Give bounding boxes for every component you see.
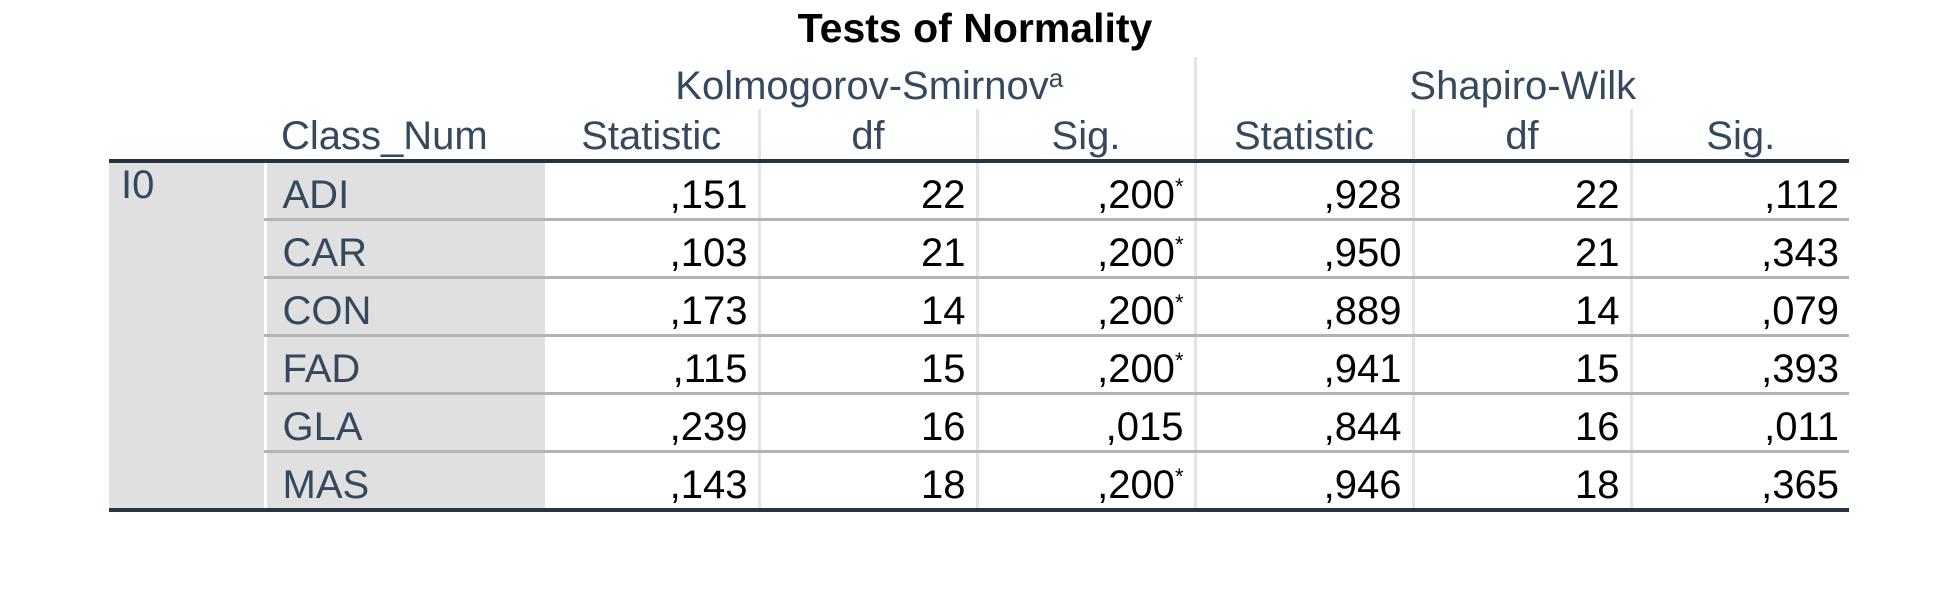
ks-statistic-value: ,143 [545, 451, 761, 512]
ks-df-value: 14 [759, 277, 979, 337]
ks-df-value: 16 [759, 393, 979, 453]
class-label: FAD [263, 335, 545, 395]
ks-sig-value: ,200 [1097, 231, 1175, 275]
class-label: MAS [263, 451, 545, 512]
sig-footnote-marker: * [1174, 290, 1184, 315]
sw-sig-value: ,112 [1631, 161, 1849, 221]
corner-cell [265, 57, 545, 109]
class-label: ADI [263, 161, 545, 221]
sw-sig-value: ,079 [1631, 277, 1849, 337]
ks-sig-cell: ,200* [977, 451, 1197, 512]
sw-statistic-value: ,889 [1195, 277, 1415, 337]
ks-statistic-value: ,115 [545, 335, 761, 395]
ks-statistic-header: Statistic [545, 109, 761, 163]
ks-df-header: df [759, 109, 979, 163]
ks-sig-value: ,200 [1097, 289, 1175, 333]
sw-df-value: 21 [1413, 219, 1633, 279]
sw-sig-value: ,343 [1631, 219, 1849, 279]
table-row: I0 ADI ,151 22 ,200* ,928 22 ,112 [109, 161, 1849, 512]
ks-sig-value: ,200 [1097, 463, 1175, 507]
sw-df-header: df [1413, 109, 1633, 163]
sw-df-value: 22 [1413, 161, 1633, 221]
ks-sig-header: Sig. [977, 109, 1197, 163]
sw-sig-value: ,011 [1631, 393, 1849, 453]
ks-group-header: Kolmogorov-Smirnova [545, 57, 1197, 109]
ks-sig-cell: ,200* [977, 277, 1197, 337]
ks-statistic-value: ,151 [545, 161, 761, 221]
ks-sig-value: ,200 [1097, 347, 1175, 391]
ks-sig-value: ,015 [1105, 405, 1184, 449]
ks-sig-cell: ,200* [977, 161, 1197, 221]
ks-df-value: 22 [759, 161, 979, 221]
sw-group-header: Shapiro-Wilk [1409, 64, 1637, 108]
table-row: FAD ,115 15 ,200* ,941 15 ,393 [109, 335, 1849, 395]
class-num-header: Class_Num [265, 109, 545, 163]
sw-statistic-value: ,950 [1195, 219, 1415, 279]
sw-sig-header: Sig. [1631, 109, 1849, 163]
sw-df-value: 14 [1413, 277, 1633, 337]
sw-sig-value: ,365 [1631, 451, 1849, 512]
ks-sig-cell: ,015 [977, 393, 1197, 453]
table-row: GLA ,239 16 ,015 ,844 16 ,011 [109, 393, 1849, 453]
ks-sig-value: ,200 [1097, 173, 1175, 217]
table-row: CON ,173 14 ,200* ,889 14 ,079 [109, 277, 1849, 337]
ks-df-value: 18 [759, 451, 979, 512]
table-row: CAR ,103 21 ,200* ,950 21 ,343 [109, 219, 1849, 279]
sw-statistic-value: ,946 [1195, 451, 1415, 512]
sig-footnote-marker: * [1174, 464, 1184, 489]
ks-sig-cell: ,200* [977, 219, 1197, 279]
sw-statistic-value: ,941 [1195, 335, 1415, 395]
ks-df-value: 15 [759, 335, 979, 395]
normality-table: Kolmogorov-Smirnova Shapiro-Wilk Class_N… [109, 57, 1849, 512]
sw-df-value: 15 [1413, 335, 1633, 395]
ks-statistic-value: ,239 [545, 393, 761, 453]
group-label-cell: I0 [109, 161, 265, 512]
ks-sig-cell: ,200* [977, 335, 1197, 395]
ks-group-label: Kolmogorov-Smirnov [675, 64, 1049, 108]
ks-statistic-value: ,103 [545, 219, 761, 279]
sw-df-value: 18 [1413, 451, 1633, 512]
ks-df-value: 21 [759, 219, 979, 279]
sw-df-value: 16 [1413, 393, 1633, 453]
table-row: MAS ,143 18 ,200* ,946 18 ,365 [109, 451, 1849, 512]
ks-statistic-value: ,173 [545, 277, 761, 337]
sig-footnote-marker: * [1174, 232, 1184, 257]
group-header-row: Kolmogorov-Smirnova Shapiro-Wilk [109, 57, 1849, 109]
class-label: CON [263, 277, 545, 337]
table-title: Tests of Normality [797, 5, 1153, 51]
class-label: GLA [263, 393, 545, 453]
sw-statistic-value: ,844 [1195, 393, 1415, 453]
column-header-row: Class_Num Statistic df Sig. Statistic df… [109, 109, 1849, 163]
corner-cell [109, 57, 265, 109]
sig-footnote-marker: * [1174, 348, 1184, 373]
class-label: CAR [263, 219, 545, 279]
sig-footnote-marker: * [1174, 174, 1184, 199]
sw-statistic-header: Statistic [1195, 109, 1415, 163]
corner-cell [109, 109, 265, 163]
ks-footnote-marker: a [1048, 63, 1064, 93]
sw-statistic-value: ,928 [1195, 161, 1415, 221]
sw-sig-value: ,393 [1631, 335, 1849, 395]
